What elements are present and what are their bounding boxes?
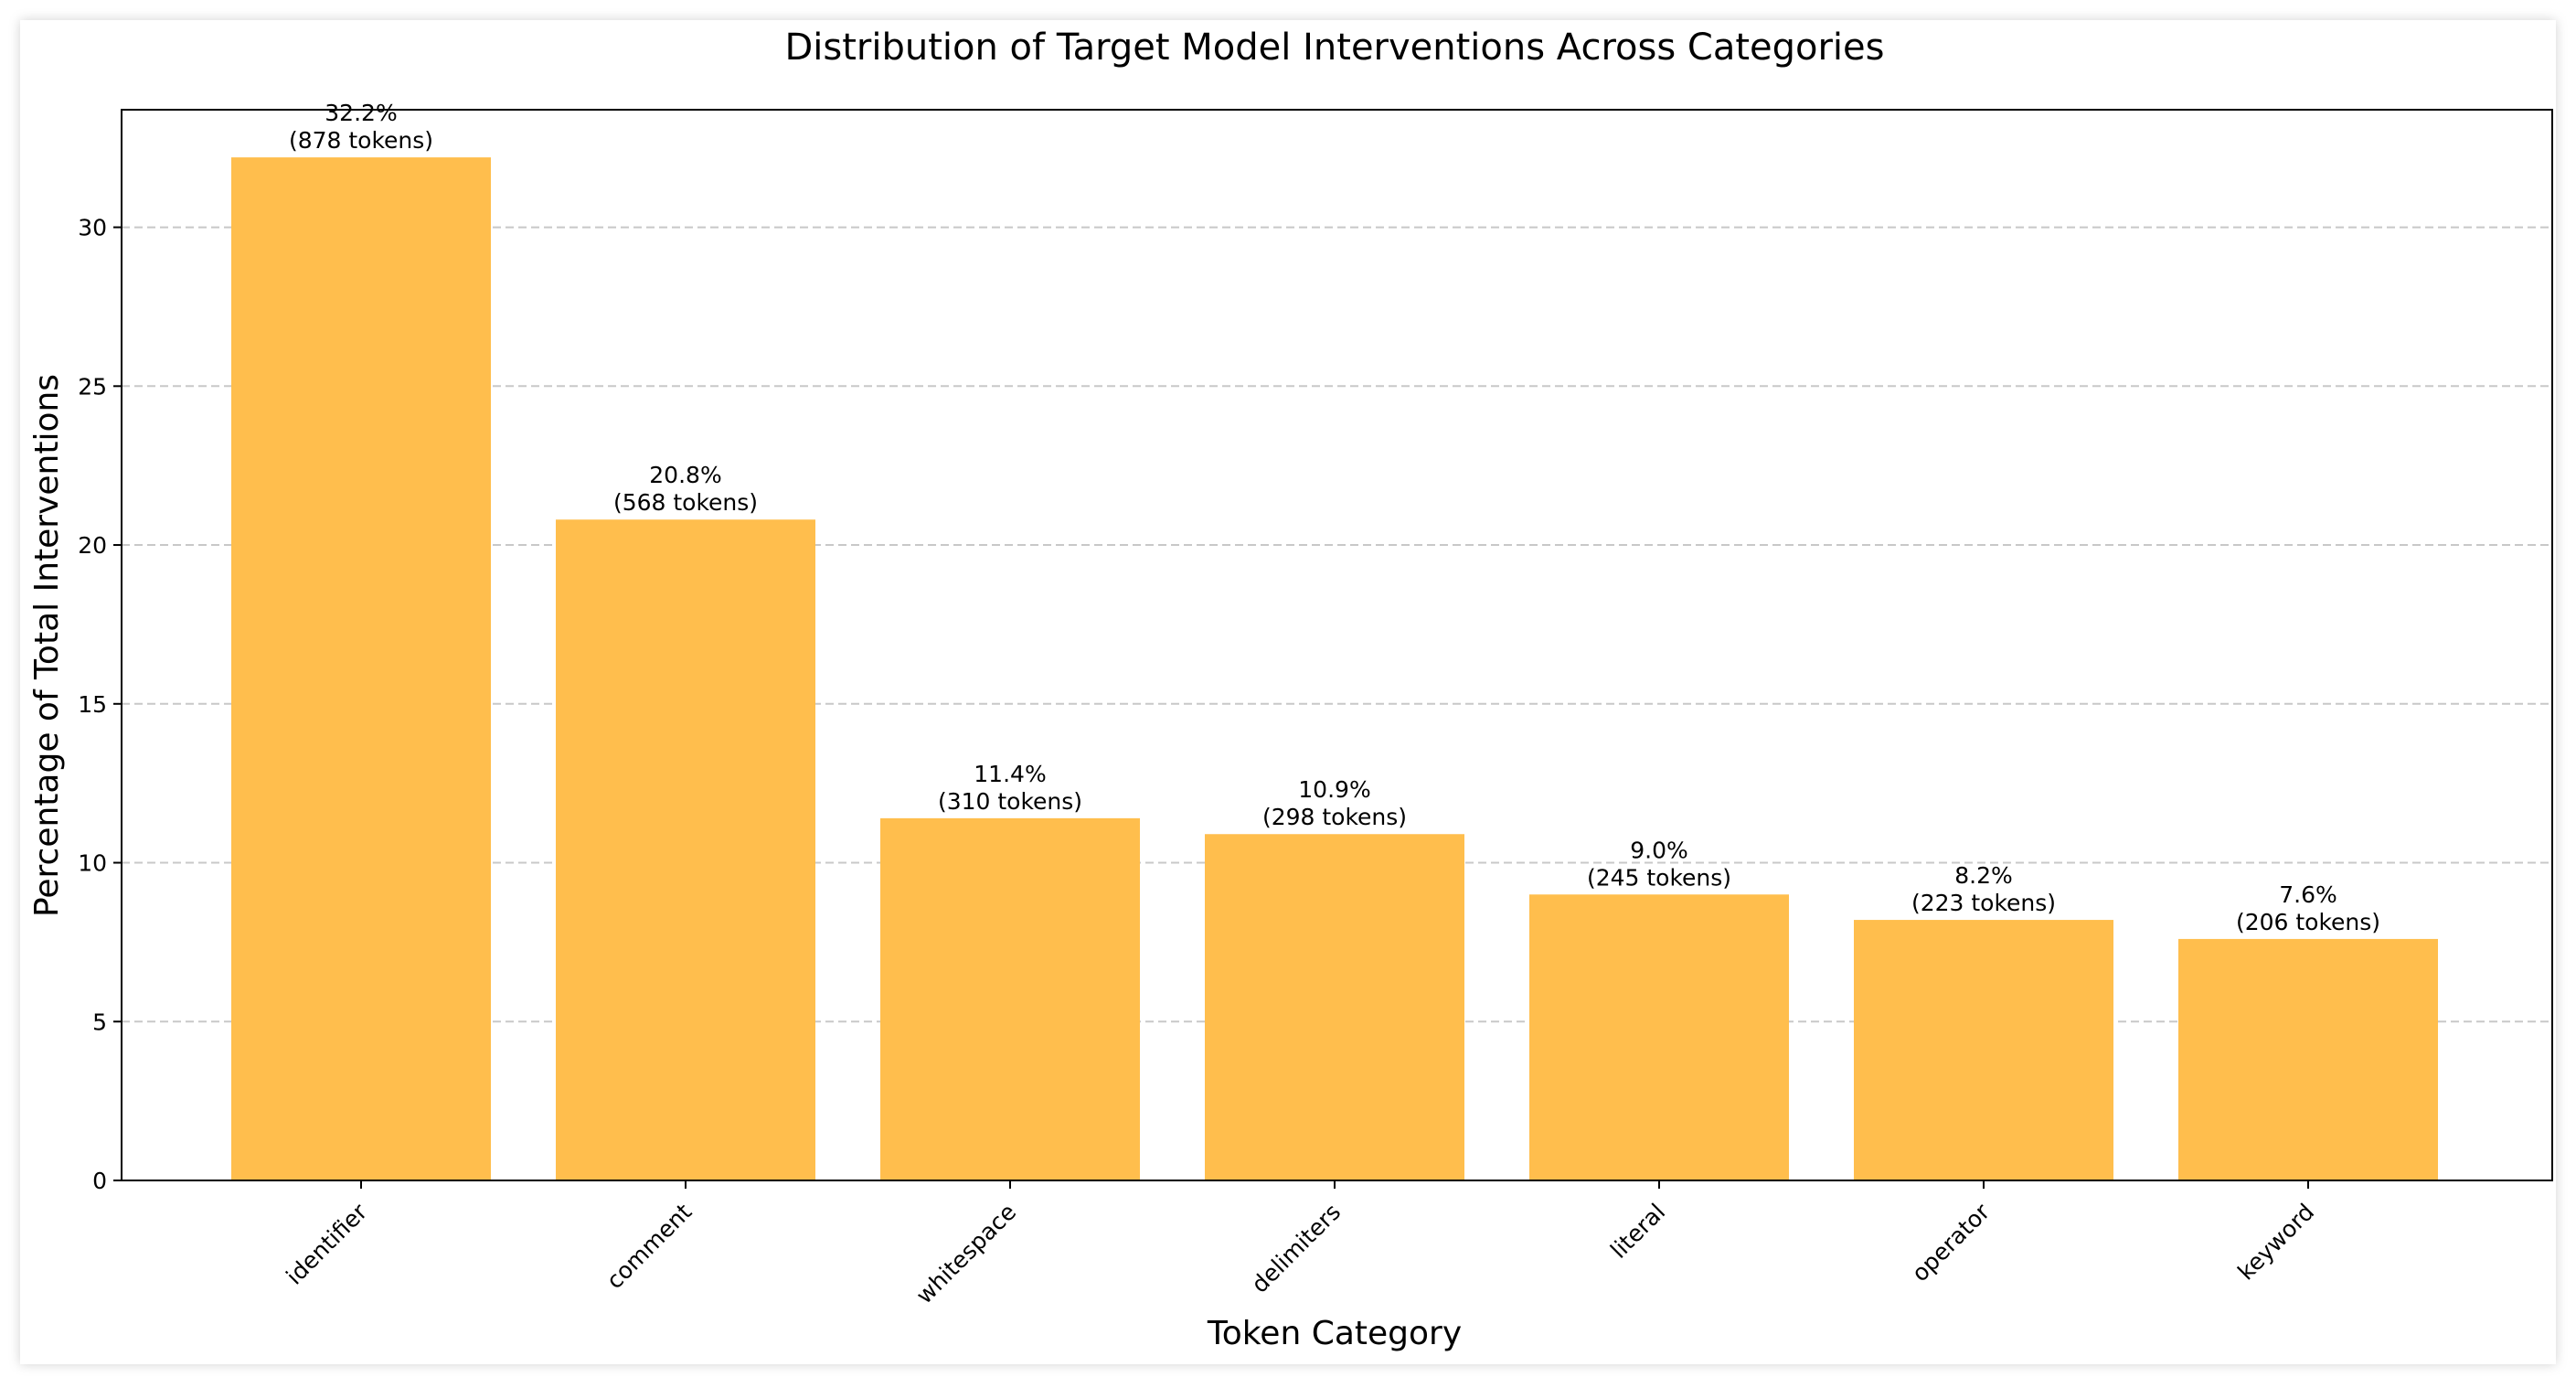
bar-percent-label: 7.6% [2279,881,2337,908]
x-axis-title: Token Category [1207,1315,1462,1352]
bar-tokens-label: (223 tokens) [1911,890,2056,916]
bar-keyword [2178,938,2438,1180]
bar-literal [1529,894,1789,1180]
bar-tokens-label: (568 tokens) [613,489,758,516]
plot-area-frame [121,109,2553,1181]
bar-tokens-label: (206 tokens) [2236,909,2380,935]
gridlines [122,226,2552,1023]
bar-tokens-label: (245 tokens) [1587,864,1731,891]
bar-comment [556,519,815,1180]
y-tick-label: 15 [78,691,107,718]
y-tick-label: 20 [78,532,107,559]
bar-whitespace [880,817,1140,1180]
bar-percent-label: 8.2% [1954,862,2013,889]
bar-percent-label: 9.0% [1630,837,1688,863]
y-tick-label: 0 [92,1168,107,1194]
bar-tokens-label: (310 tokens) [938,788,1082,815]
bar-percent-label: 10.9% [1298,776,1370,803]
bar-delimiters [1205,834,1464,1180]
y-tick-label: 25 [78,373,107,400]
y-tick-label: 10 [78,850,107,877]
bar-percent-label: 11.4% [974,761,1046,787]
chart-title: Distribution of Target Model Interventio… [784,27,1884,69]
bar-identifier [231,157,491,1180]
bar-percent-label: 32.2% [325,100,397,126]
bar-labels: 32.2%(878 tokens)20.8%(568 tokens)11.4%(… [289,100,2380,935]
bar-percent-label: 20.8% [649,462,721,488]
bar-tokens-label: (878 tokens) [289,127,433,154]
y-tick-label: 5 [92,1009,107,1035]
y-axis-ticks: 0 5 10 15 20 25 30 [78,215,122,1194]
bars [231,157,2438,1180]
bar-operator [1854,920,2113,1180]
y-tick-label: 30 [78,215,107,241]
y-axis-title: Percentage of Total Interventions [28,374,66,917]
bar-tokens-label: (298 tokens) [1262,804,1407,830]
